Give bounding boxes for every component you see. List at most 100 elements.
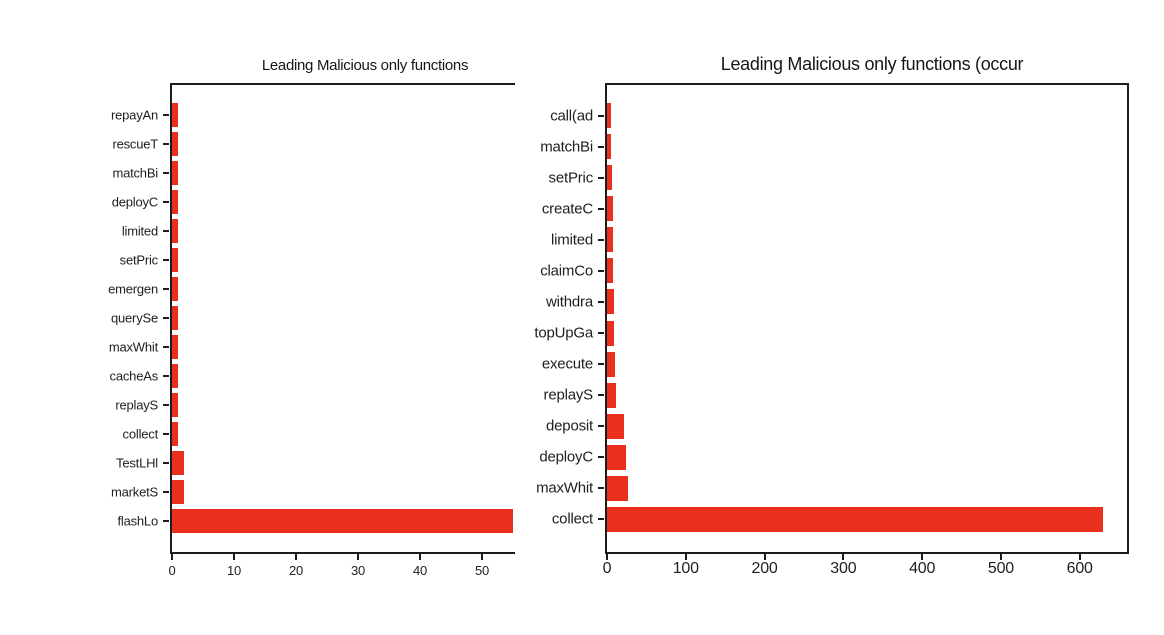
x-tick-mark: [684, 554, 687, 560]
x-tick-label: 300: [830, 560, 857, 577]
y-axis-label-rescueT: rescueT: [112, 136, 158, 151]
x-tick-mark: [233, 554, 235, 560]
y-axis-label-replayS: replayS: [543, 386, 594, 404]
bar-deposit: [607, 413, 625, 439]
y-tick-mark: [598, 363, 604, 366]
y-axis-label-deposit: deposit: [546, 417, 593, 435]
y-tick-mark: [598, 487, 604, 490]
y-tick-mark: [163, 113, 169, 116]
x-tick-mark: [481, 554, 483, 560]
bar-deployC: [607, 444, 626, 470]
bar-matchBi: [172, 160, 179, 185]
y-axis-label-cacheAs: cacheAs: [109, 368, 159, 383]
y-tick-mark: [163, 200, 169, 203]
y-tick-mark: [598, 456, 604, 459]
x-tick-label: 400: [909, 560, 936, 577]
x-tick-mark: [419, 554, 421, 560]
bar-querySe: [172, 305, 179, 330]
y-axis-label-maxWhit: maxWhit: [108, 339, 158, 354]
y-axis-label-collect: collect: [551, 510, 593, 528]
x-tick-mark: [171, 554, 173, 560]
y-tick-mark: [163, 345, 169, 348]
x-tick-label: 20: [288, 563, 304, 578]
y-axis-label-repayAn: repayAn: [110, 107, 158, 122]
y-tick-mark: [163, 316, 169, 319]
bar-maxWhit: [172, 334, 179, 359]
y-axis-label-execute: execute: [541, 355, 593, 373]
bar-replayS: [607, 382, 616, 408]
y-tick-mark: [598, 269, 604, 272]
y-tick-mark: [163, 142, 169, 145]
y-axis-spine: [605, 83, 607, 554]
x-tick-label: 500: [987, 560, 1014, 577]
x-tick-label: 200: [751, 560, 778, 577]
x-tick-label: 600: [1066, 560, 1093, 577]
bar-rescueT: [172, 131, 179, 156]
y-tick-mark: [598, 114, 604, 117]
x-tick-label: 30: [350, 563, 366, 578]
x-axis-spine: [605, 552, 1129, 554]
y-axis-label-createC: createC: [541, 200, 593, 218]
y-axis-label-TestLHl: TestLHl: [116, 455, 158, 470]
bar-topUpGa: [607, 320, 615, 346]
x-tick-mark: [763, 554, 766, 560]
bar-createC: [607, 196, 613, 222]
bar-TestLHl: [172, 450, 185, 475]
x-tick-mark: [921, 554, 924, 560]
y-axis-label-setPric: setPric: [119, 252, 159, 267]
bar-collect: [172, 421, 179, 446]
bar-cacheAs: [172, 363, 179, 388]
bar-repayAn: [172, 102, 179, 127]
bar-call(ad: [607, 103, 611, 129]
y-tick-mark: [598, 145, 604, 148]
x-tick-label: 100: [672, 560, 699, 577]
x-tick-label: 50: [474, 563, 490, 578]
x-tick-label: 40: [412, 563, 428, 578]
x-tick-mark: [999, 554, 1002, 560]
x-tick-label: 0: [602, 560, 612, 577]
y-axis-label-deployC: deployC: [539, 448, 593, 466]
y-tick-mark: [598, 332, 604, 335]
y-axis-label-matchBi: matchBi: [540, 138, 593, 156]
y-tick-mark: [598, 207, 604, 210]
right-chart-title: Leading Malicious only functions (occur: [720, 54, 1024, 74]
y-tick-mark: [163, 374, 169, 377]
y-tick-mark: [598, 238, 604, 241]
y-axis-label-limited: limited: [551, 231, 593, 249]
y-tick-mark: [163, 229, 169, 232]
x-tick-label: 10: [226, 563, 242, 578]
y-tick-mark: [598, 425, 604, 428]
x-tick-mark: [1078, 554, 1081, 560]
y-tick-mark: [598, 300, 604, 303]
y-axis-label-deployC: deployC: [111, 194, 158, 209]
y-tick-mark: [163, 432, 169, 435]
bar-claimCo: [607, 258, 614, 284]
x-tick-mark: [842, 554, 845, 560]
y-axis-label-withdra: withdra: [546, 293, 593, 311]
bar-limited: [607, 227, 614, 253]
y-tick-mark: [598, 394, 604, 397]
bar-matchBi: [607, 134, 611, 160]
x-tick-label: 0: [168, 563, 176, 578]
bar-flashLo: [172, 508, 513, 533]
bar-marketS: [172, 479, 185, 504]
y-tick-mark: [163, 490, 169, 493]
bar-deployC: [172, 189, 179, 214]
y-tick-mark: [163, 403, 169, 406]
y-tick-mark: [598, 176, 604, 179]
y-axis-label-maxWhit: maxWhit: [536, 479, 593, 497]
y-tick-mark: [163, 258, 169, 261]
y-axis-label-limited: limited: [121, 223, 158, 238]
y-tick-mark: [163, 287, 169, 290]
x-axis-spine: [170, 552, 515, 554]
bar-withdra: [607, 289, 615, 315]
y-axis-label-marketS: marketS: [110, 484, 158, 499]
y-axis-label-querySe: querySe: [110, 310, 158, 325]
y-axis-label-claimCo: claimCo: [540, 262, 593, 280]
y-axis-label-matchBi: matchBi: [112, 165, 158, 180]
top-spine: [170, 83, 515, 85]
y-tick-mark: [163, 461, 169, 464]
y-axis-label-replayS: replayS: [115, 397, 158, 412]
y-tick-mark: [163, 171, 169, 174]
y-axis-label-topUpGa: topUpGa: [534, 324, 593, 342]
